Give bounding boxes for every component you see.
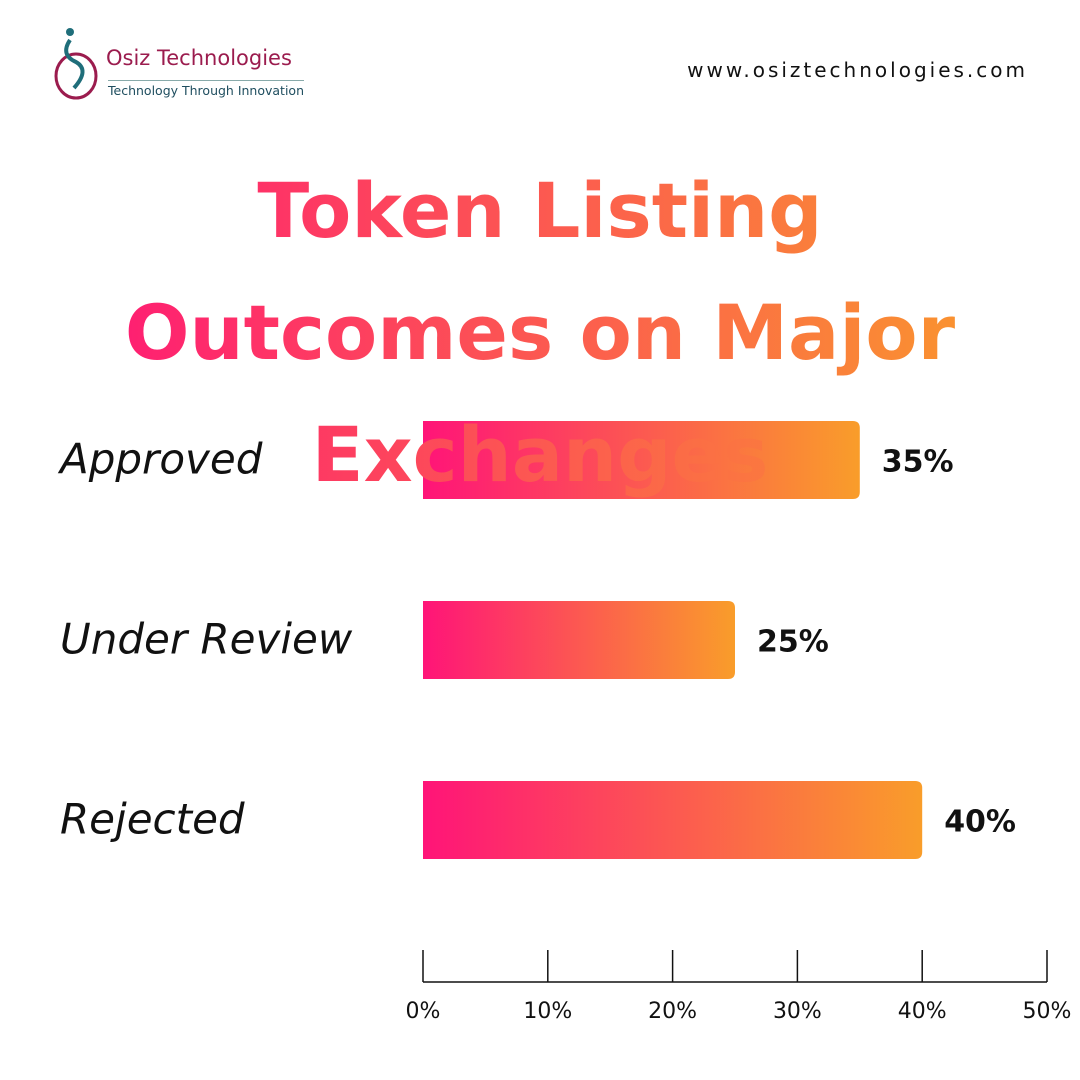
brand-tagline: Technology Through Innovation bbox=[108, 80, 304, 98]
value-label: 35% bbox=[882, 445, 954, 480]
x-tick-label: 30% bbox=[773, 999, 822, 1024]
category-label: Under Review bbox=[60, 615, 353, 664]
brand-name: Osiz Technologies bbox=[106, 46, 292, 70]
bar bbox=[423, 421, 860, 499]
bar bbox=[423, 601, 735, 679]
value-label: 40% bbox=[944, 805, 1016, 840]
chart-title: Token Listing Outcomes on Major Exchange… bbox=[40, 150, 1040, 516]
x-tick-label: 10% bbox=[523, 999, 572, 1024]
logo bbox=[54, 28, 98, 100]
x-tick-label: 50% bbox=[1023, 999, 1072, 1024]
bar bbox=[423, 781, 923, 859]
x-tick-label: 40% bbox=[898, 999, 947, 1024]
category-label: Approved bbox=[57, 435, 263, 484]
value-label: 25% bbox=[757, 625, 829, 660]
x-tick-label: 0% bbox=[406, 999, 441, 1024]
website: www.osiztechnologies.com bbox=[687, 58, 1028, 82]
logo-figure bbox=[64, 38, 85, 90]
x-tick-label: 20% bbox=[648, 999, 697, 1024]
logo-ring bbox=[54, 52, 98, 100]
category-label: Rejected bbox=[60, 795, 245, 844]
logo-head bbox=[66, 28, 74, 36]
